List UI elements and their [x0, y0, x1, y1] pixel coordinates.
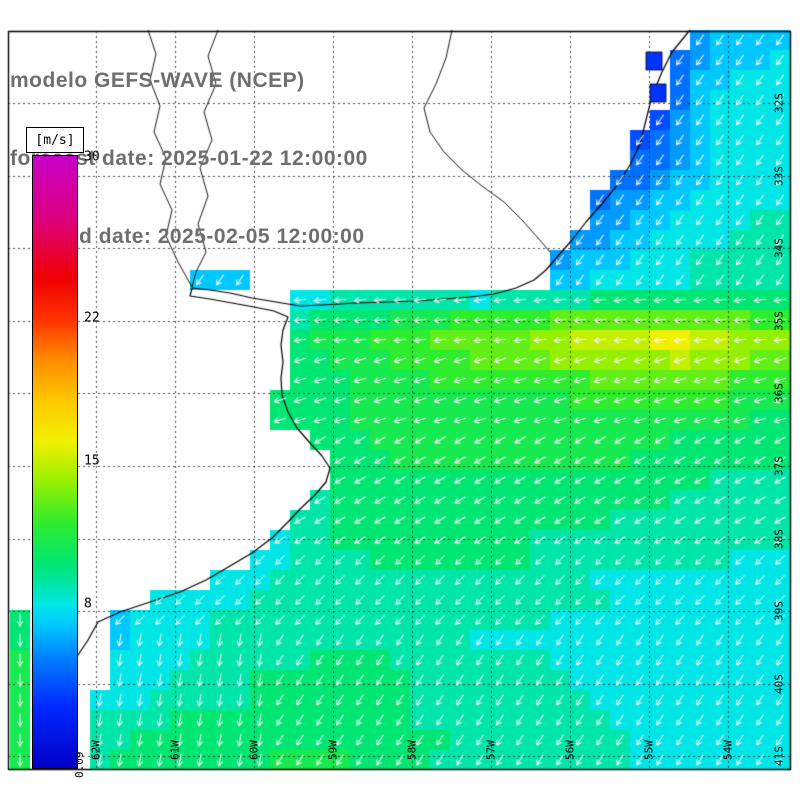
lon-label: 61W: [168, 740, 182, 760]
colorbar: [32, 155, 78, 769]
model-title: modelo GEFS-WAVE (NCEP): [10, 69, 305, 92]
lat-label: 36S: [772, 383, 786, 403]
lat-label: 41S: [772, 746, 786, 766]
lat-label: 38S: [772, 529, 786, 549]
lon-label: 55W: [642, 740, 656, 760]
lat-label: 37S: [772, 456, 786, 476]
colorbar-unit-label: [m/s]: [26, 127, 84, 153]
colorbar-tick-label: 30: [84, 149, 100, 165]
lon-label: 60W: [247, 740, 261, 760]
lon-label: 56W: [563, 740, 577, 760]
lat-label: 34S: [772, 238, 786, 258]
lon-label: 62W: [89, 740, 103, 760]
colorbar-tick-label: 22: [84, 310, 100, 326]
lat-label: 33S: [772, 166, 786, 186]
lat-label: 32S: [772, 93, 786, 113]
colorbar-tick-label: 15: [84, 453, 100, 469]
colorbar-min-label: 0.09: [73, 751, 86, 779]
lat-label: 40S: [772, 674, 786, 694]
lon-label: 59W: [326, 740, 340, 760]
lon-label: 57W: [484, 740, 498, 760]
lon-label: 54W: [721, 740, 735, 760]
colorbar-tick-label: 8: [84, 596, 92, 612]
title-block: modelo GEFS-WAVE (NCEP) forecast date: 2…: [10, 16, 368, 302]
lat-label: 39S: [772, 601, 786, 621]
lat-label: 35S: [772, 311, 786, 331]
lon-label: 58W: [405, 740, 419, 760]
